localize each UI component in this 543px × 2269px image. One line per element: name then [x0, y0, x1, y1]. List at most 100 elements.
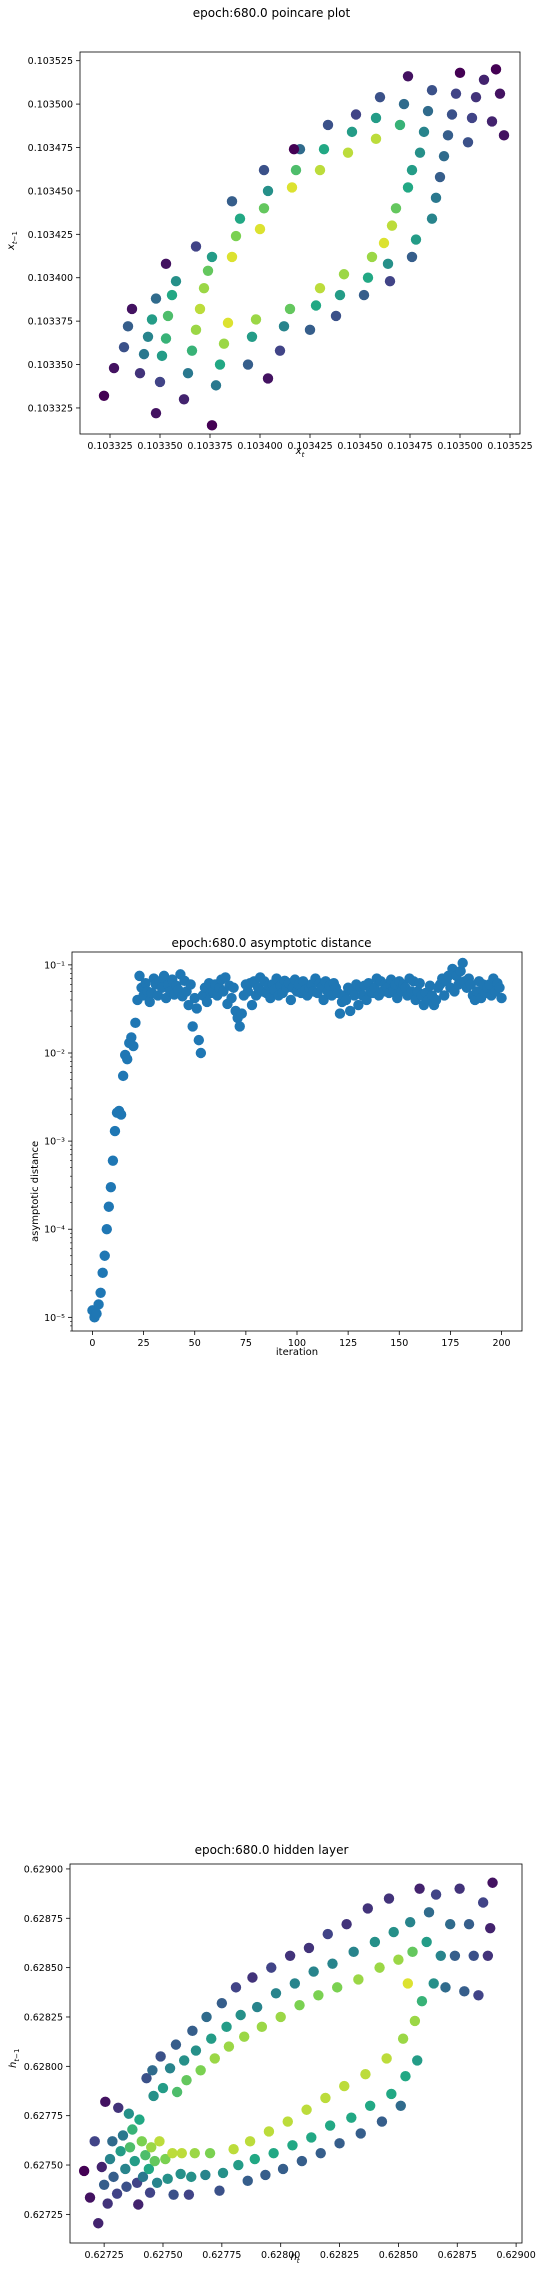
poincare-data-point: [335, 290, 345, 300]
poincare-data-point: [379, 238, 389, 248]
hidden-layer-panel: 0.62725 0.62750 0.62775 0.62800 0.62825 0.628…: [0, 1512, 543, 2269]
asymptotic-data-point: [202, 997, 212, 1007]
poincare-data-point: [263, 373, 273, 383]
poincare-data-point: [391, 203, 401, 213]
hidden-layer-data-point: [158, 2083, 168, 2093]
poincare-data-point: [323, 120, 333, 130]
poincare-data-point: [385, 276, 395, 286]
hidden-layer-data-point: [275, 2012, 285, 2022]
poincare-data-point: [435, 172, 445, 182]
asymptotic-data-point: [187, 1021, 197, 1031]
hidden-layer-data-point: [485, 1923, 495, 1933]
hidden-layer-data-point: [316, 2148, 326, 2158]
hidden-layer-data-point: [334, 2138, 344, 2148]
hidden-layer-data-point: [120, 2164, 130, 2174]
poincare-data-point: [403, 71, 413, 81]
hidden-layer-data-point: [100, 2097, 110, 2107]
poincare-data-point: [215, 359, 225, 369]
hidden-layer-data-point: [483, 1951, 493, 1961]
hidden-layer-data-point: [323, 1929, 333, 1939]
hidden-layer-data-point: [250, 2154, 260, 2164]
hidden-layer-data-point: [147, 2065, 157, 2075]
poincare-plot-panel: 0.103325 0.103350 0.103375 0.103400 0.103425…: [0, 0, 543, 756]
poincare: 0.103475: [28, 143, 73, 154]
asymptotic-data-point: [145, 997, 155, 1007]
hidden-layer-data-point: [365, 2101, 375, 2111]
hidden-layer-data-point: [247, 1972, 257, 1982]
poincare-data-point: [119, 342, 129, 352]
hidden-layer-data-point: [353, 1974, 363, 1984]
hidden-layer-data-point: [424, 1907, 434, 1917]
hidden-layer-data-point: [205, 2148, 215, 2158]
poincare-data-point: [123, 321, 133, 331]
hidden-layer-data-point: [384, 1893, 394, 1903]
hidden-layer-data-point: [245, 2136, 255, 2146]
asymptotic: 10⁻²: [44, 1048, 65, 1059]
poincare-data-point: [143, 332, 153, 342]
asymptotic-data-point: [457, 958, 467, 968]
poincare-data-point: [411, 234, 421, 244]
hidden-layer-data-point: [152, 2178, 162, 2188]
asymptotic-data-point: [100, 1251, 110, 1261]
asymptotic-data-point: [192, 1003, 202, 1013]
hidden-layer-data-point: [450, 1951, 460, 1961]
poincare-data-point: [451, 88, 461, 98]
hidden-layer-data-point: [487, 1878, 497, 1888]
hidden-layer-data-point: [454, 1883, 464, 1893]
hidden-layer-data-point: [121, 2182, 131, 2192]
hidden-layer-data-point: [167, 2148, 177, 2158]
poincare-data-point: [387, 220, 397, 230]
hidden-layer-data-point: [134, 2114, 144, 2124]
poincare-data-point: [289, 144, 299, 154]
asymptotic-y-axis-label: asymptotic distance: [30, 1141, 41, 1242]
hidden-layer-data-point: [235, 2010, 245, 2020]
hidden-layer-data-point: [325, 2120, 335, 2130]
poincare-data-point: [155, 377, 165, 387]
hidden-layer-data-point: [105, 2154, 115, 2164]
poincare-data-point: [255, 224, 265, 234]
hidden-layer-data-point: [431, 1889, 441, 1899]
asymptotic-data-point: [247, 1000, 257, 1010]
hidden-layer-data-point: [231, 1982, 241, 1992]
poincare-data-point: [183, 368, 193, 378]
asymptotic-x-axis-label: iteration: [72, 1347, 522, 1358]
poincare-data-point: [223, 318, 233, 328]
hidden-layer-data-point: [473, 1990, 483, 2000]
hidden-layer-data-point: [79, 2166, 89, 2176]
hidden-layer-data-point: [429, 1978, 439, 1988]
hidden-layer-data-point: [108, 2172, 118, 2182]
hidden-layer-data-point: [175, 2169, 185, 2179]
poincare-data-point: [315, 165, 325, 175]
asymptotic-data-point: [116, 1109, 126, 1119]
hidden-layer-data-point: [181, 2075, 191, 2085]
poincare-data-point: [287, 182, 297, 192]
poincare-data-point: [211, 380, 221, 390]
poincare-data-point: [331, 311, 341, 321]
poincare-data-point: [191, 325, 201, 335]
hidden-layer-data-point: [201, 2012, 211, 2022]
poincare-data-point: [127, 304, 137, 314]
hidden-layer-data-point: [308, 1966, 318, 1976]
hidden-layer-data-point: [464, 1919, 474, 1929]
hidden-layer-data-point: [172, 2087, 182, 2097]
hidden-layer-data-point: [210, 2053, 220, 2063]
hidden-layer-data-point: [320, 2093, 330, 2103]
hidden-layer-data-point: [290, 1978, 300, 1988]
hidden-layer-x-axis-label: ht: [70, 2252, 520, 2265]
hidden-layer-data-point: [283, 2116, 293, 2126]
asymptotic-data-point: [130, 1018, 140, 1028]
asymptotic: 10⁻³: [44, 1137, 65, 1148]
hidden-layer-data-point: [184, 2189, 194, 2199]
hidden-layer-data-point: [436, 1951, 446, 1961]
poincare-data-point: [463, 137, 473, 147]
poincare-y-axis-label: xt−1: [6, 231, 19, 250]
hidden-layer: 0.62825: [24, 2012, 63, 2023]
hidden-layer-data-point: [112, 2188, 122, 2198]
hidden-layer-data-point: [398, 2033, 408, 2043]
poincare-data-point: [247, 332, 257, 342]
hidden-layer-data-point: [224, 2041, 234, 2051]
poincare-data-point: [399, 99, 409, 109]
asymptotic-distance-chart: 0 25 50 75 100 125 150 175 20010⁻⁵10⁻⁴10⁻³10⁻²10…: [0, 756, 543, 1513]
poincare-data-point: [315, 283, 325, 293]
poincare-data-point: [407, 252, 417, 262]
